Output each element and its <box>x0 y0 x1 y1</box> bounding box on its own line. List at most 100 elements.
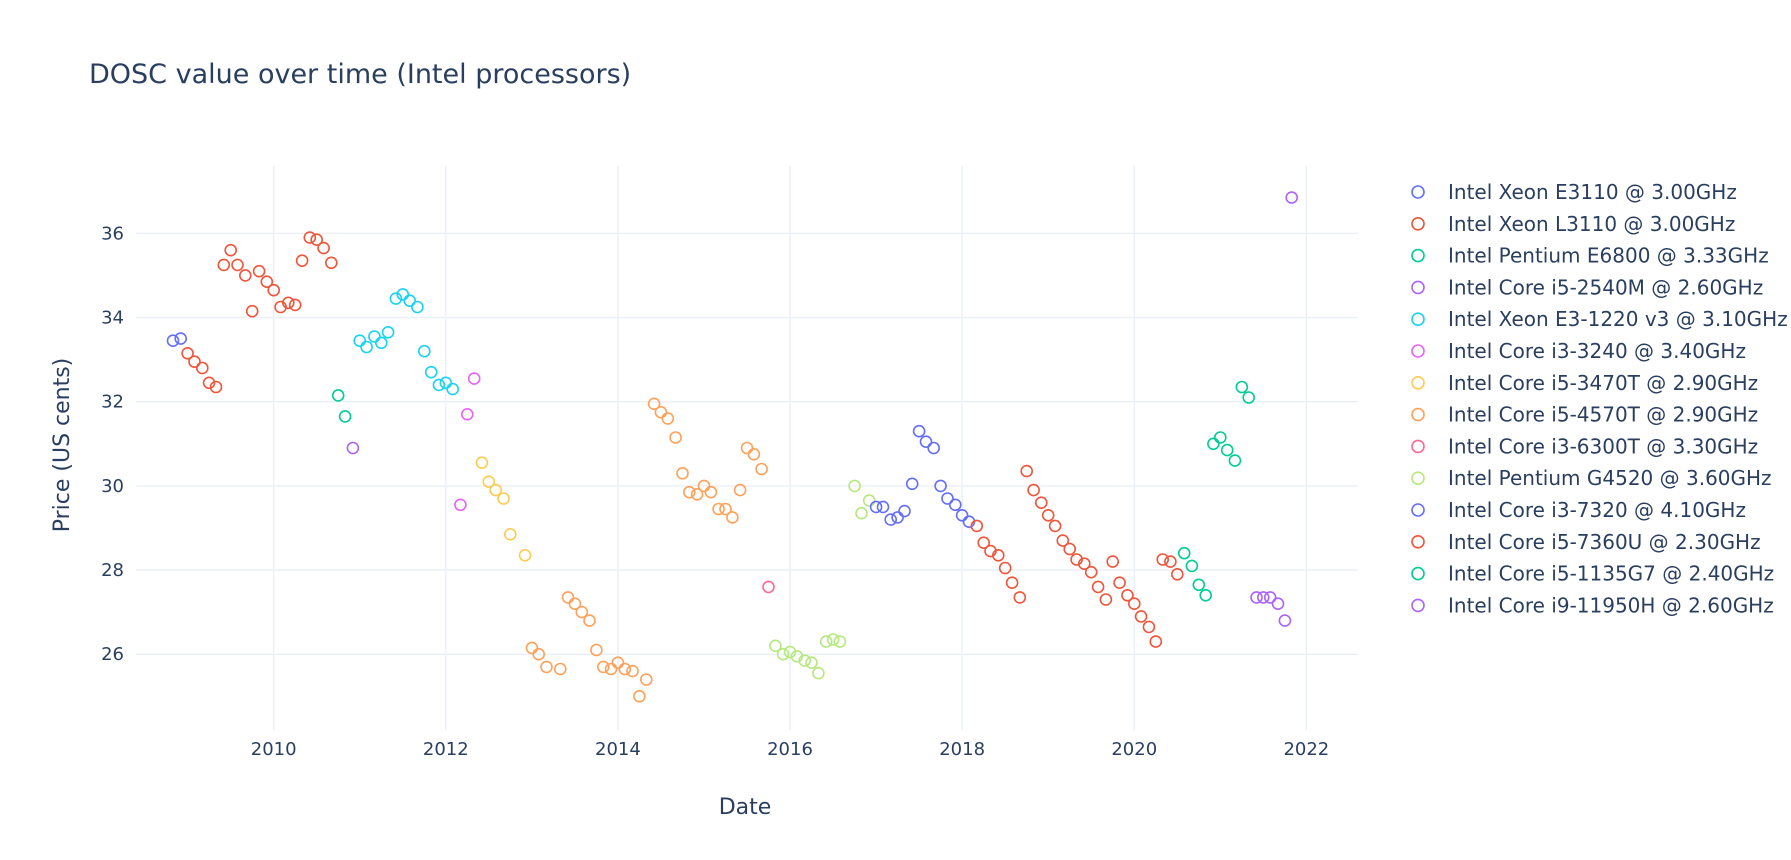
legend-item[interactable]: Intel Xeon E3110 @ 3.00GHz <box>1411 180 1737 204</box>
data-point <box>639 673 653 686</box>
data-point <box>1177 546 1191 560</box>
data-point <box>812 666 825 680</box>
data-point <box>1263 591 1277 604</box>
data-point <box>1078 557 1091 571</box>
data-point <box>360 340 373 354</box>
legend: Intel Xeon E3110 @ 3.00GHz Intel Xeon L31… <box>1411 180 1788 617</box>
legend-item[interactable]: Intel Pentium E6800 @ 3.33GHz <box>1411 244 1769 268</box>
data-point <box>446 382 460 396</box>
data-point <box>553 662 567 676</box>
x-tick-label: 2012 <box>423 739 469 760</box>
y-tick-label: 28 <box>101 560 124 581</box>
x-axis-ticks: 2010 2012 2014 2016 2018 2020 2022 <box>251 739 1329 760</box>
data-point <box>583 614 596 627</box>
data-point <box>1142 620 1156 634</box>
legend-item[interactable]: Intel Core i5-3470T @ 2.90GHz <box>1411 371 1758 395</box>
data-point <box>1192 578 1206 592</box>
series-7 <box>525 397 768 703</box>
y-tick-label: 36 <box>101 223 124 244</box>
legend-marker <box>1411 503 1425 517</box>
chart-title: DOSC value over time (Intel processors) <box>89 59 631 90</box>
data-point <box>682 485 696 499</box>
data-point <box>948 498 962 512</box>
data-point <box>977 536 991 550</box>
legend-item[interactable]: Intel Core i5-4570T @ 2.90GHz <box>1411 403 1758 427</box>
legend-item[interactable]: Intel Core i9-11950H @ 2.60GHz <box>1411 593 1774 617</box>
series-6 <box>475 456 532 562</box>
data-point <box>518 548 532 562</box>
data-point <box>403 294 417 308</box>
data-point <box>1020 464 1033 478</box>
x-tick-label: 2022 <box>1283 739 1329 760</box>
data-point <box>1207 437 1220 451</box>
legend-label: Intel Core i5-1135G7 @ 2.40GHz <box>1448 562 1774 586</box>
data-point <box>927 441 941 455</box>
data-point <box>697 479 711 493</box>
data-point <box>869 500 883 514</box>
data-point <box>596 660 610 674</box>
data-point <box>905 477 919 491</box>
data-point <box>733 483 747 497</box>
data-point <box>239 269 252 282</box>
legend-item[interactable]: Intel Xeon L3110 @ 3.00GHz <box>1411 212 1735 236</box>
series-5 <box>454 372 481 512</box>
legend-item[interactable]: Intel Core i3-3240 @ 3.40GHz <box>1411 339 1746 363</box>
legend-marker <box>1411 534 1425 549</box>
legend-item[interactable]: Intel Xeon E3-1220 v3 @ 3.10GHz <box>1411 307 1788 331</box>
data-point <box>188 355 201 369</box>
data-point <box>424 365 438 379</box>
y-tick-label: 30 <box>101 476 124 497</box>
data-point <box>970 519 984 533</box>
legend-item[interactable]: Intel Core i3-7320 @ 4.10GHz <box>1411 498 1746 522</box>
data-point <box>1271 597 1285 611</box>
data-point <box>346 441 360 455</box>
data-point <box>1013 591 1027 604</box>
data-point <box>833 635 847 648</box>
series-0 <box>166 332 187 348</box>
data-point <box>1228 454 1242 467</box>
data-point <box>267 283 281 297</box>
series-8 <box>762 580 775 594</box>
data-point <box>1156 553 1169 566</box>
data-point <box>1027 483 1040 497</box>
data-point <box>1035 496 1048 510</box>
data-points <box>166 191 1298 703</box>
legend-marker <box>1411 312 1425 327</box>
data-point <box>1113 576 1126 590</box>
data-point <box>525 641 539 655</box>
data-point <box>532 647 546 661</box>
legend-item[interactable]: Intel Core i3-6300T @ 3.30GHz <box>1411 434 1758 458</box>
data-point <box>1214 431 1227 444</box>
legend-item[interactable]: Intel Core i5-7360U @ 2.30GHz <box>1411 530 1761 554</box>
legend-item[interactable]: Intel Core i5-2540M @ 2.60GHz <box>1411 275 1763 299</box>
data-point <box>439 376 453 390</box>
data-point <box>561 591 575 604</box>
data-point <box>769 639 782 653</box>
data-point <box>1242 391 1255 404</box>
data-point <box>862 494 876 507</box>
data-point <box>626 664 639 678</box>
data-point <box>338 410 352 423</box>
legend-item[interactable]: Intel Core i5-1135G7 @ 2.40GHz <box>1411 562 1774 586</box>
data-point <box>798 654 812 667</box>
data-point <box>848 479 861 493</box>
data-point <box>955 508 969 522</box>
data-point <box>540 660 553 674</box>
data-point <box>396 288 410 301</box>
data-point <box>368 330 381 343</box>
data-point <box>1278 614 1292 627</box>
legend-label: Intel Core i5-4570T @ 2.90GHz <box>1448 403 1758 427</box>
data-point <box>475 456 489 470</box>
data-point <box>166 334 180 348</box>
data-point <box>454 498 467 512</box>
data-point <box>353 334 367 348</box>
legend-item[interactable]: Intel Pentium G4520 @ 3.60GHz <box>1411 466 1772 490</box>
series-3 <box>346 441 360 455</box>
data-point <box>611 656 625 670</box>
data-point <box>1091 580 1105 594</box>
legend-marker <box>1411 471 1425 486</box>
x-axis-title: Date <box>719 795 772 820</box>
data-point <box>1185 559 1199 573</box>
data-point <box>676 466 689 480</box>
data-point <box>174 332 187 345</box>
